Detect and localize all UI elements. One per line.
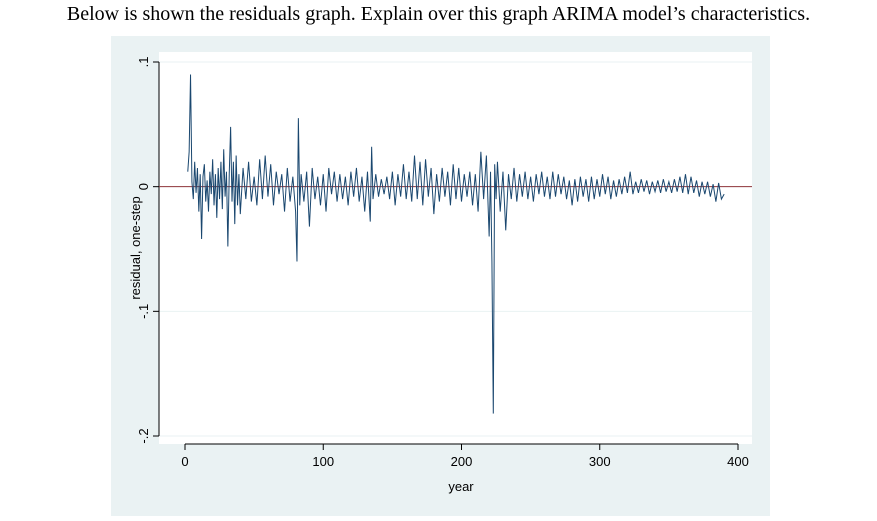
x-tick-label: 400 [727, 454, 749, 469]
residuals-chart: -.2 -.1 0 .1 0 100 200 300 400 residual, one-st… [128, 52, 752, 494]
plot-area [159, 52, 752, 444]
y-axis: -.2 -.1 0 .1 [136, 57, 160, 444]
chart-panel: -.2 -.1 0 .1 0 100 200 300 400 residual, one-st… [111, 36, 770, 516]
x-axis-label: year [448, 479, 474, 494]
residual-series-line [187, 74, 725, 414]
x-tick-label: 100 [312, 454, 334, 469]
x-tick-label: 0 [181, 454, 188, 469]
y-tick-label: -.2 [136, 428, 151, 443]
x-tick-label: 200 [451, 454, 473, 469]
y-tick-label: .1 [136, 57, 151, 68]
x-tick-label: 300 [589, 454, 611, 469]
y-tick-label: 0 [136, 183, 151, 190]
x-axis: 0 100 200 300 400 [181, 443, 749, 469]
y-axis-label: residual, one-step [128, 196, 143, 299]
question-text: Below is shown the residuals graph. Expl… [66, 3, 811, 25]
y-tick-label: -.1 [136, 304, 151, 319]
